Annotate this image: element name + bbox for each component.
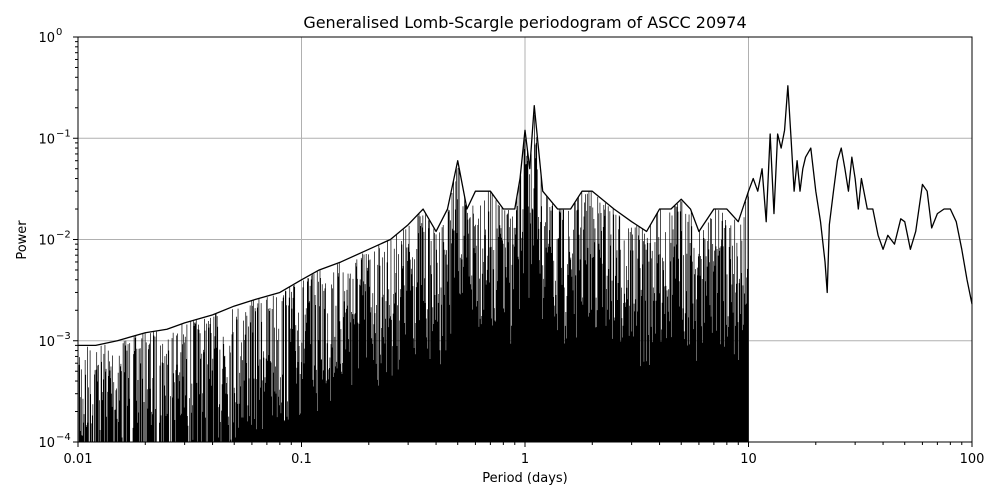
y-tick-base: 10 (38, 234, 55, 249)
x-tick-label: 0.1 (291, 452, 312, 467)
periodogram-line (78, 85, 973, 347)
noise-spikes (77, 114, 749, 442)
y-tick-label: 10 (38, 132, 55, 147)
y-tick-base: 10 (38, 31, 55, 46)
y-tick-base: 10 (38, 436, 55, 451)
periodogram-noise-fill (77, 114, 749, 442)
y-tick-label: 10 (38, 436, 55, 451)
y-tick-label: 10 (38, 31, 55, 46)
x-tick-label: 100 (960, 452, 985, 467)
y-tick-exponent: 0 (56, 27, 62, 38)
y-tick-base: 10 (38, 132, 55, 147)
y-tick-exponent: −2 (56, 230, 71, 241)
y-tick-exponent: −4 (56, 432, 71, 443)
y-axis-label: Power (15, 220, 30, 260)
x-tick-label: 0.01 (64, 452, 93, 467)
x-tick-label: 1 (521, 452, 529, 467)
x-axis: 0.01 0.1 1 10 100 (64, 442, 985, 467)
x-tick-label: 10 (740, 452, 757, 467)
y-tick-exponent: −3 (56, 331, 71, 342)
y-tick-label: 10 (38, 234, 55, 249)
x-axis-label: Period (days) (482, 471, 568, 486)
y-tick-label: 10 (38, 335, 55, 350)
y-tick-base: 10 (38, 335, 55, 350)
chart-title: Generalised Lomb-Scargle periodogram of … (303, 13, 746, 32)
y-tick-exponent: −1 (56, 128, 71, 139)
